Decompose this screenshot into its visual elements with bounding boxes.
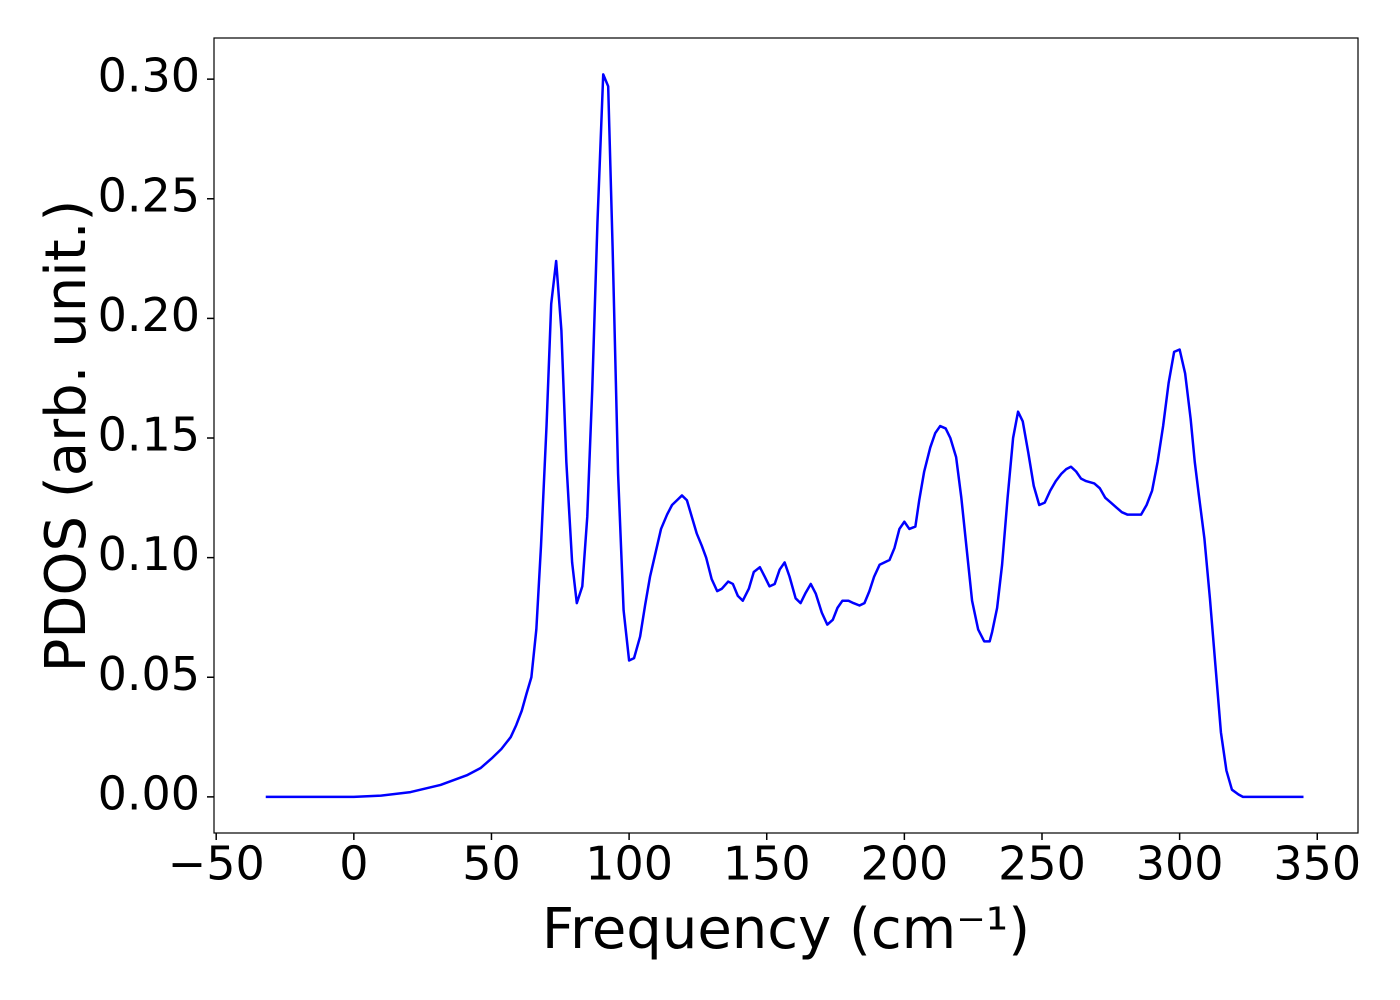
x-axis-label: Frequency (cm⁻¹): [542, 897, 1030, 962]
y-tick-label: 0.05: [98, 647, 200, 701]
x-tick-label: 150: [723, 837, 811, 891]
y-tick-label: 0.25: [98, 168, 200, 222]
x-tick-label: 100: [585, 837, 673, 891]
plot-frame: [213, 37, 1359, 834]
y-tick-label: 0.15: [98, 408, 200, 462]
y-tick-label: 0.20: [98, 288, 200, 342]
x-tick-label: 0: [339, 837, 368, 891]
y-tick-label: 0.00: [98, 766, 200, 820]
x-tick-label: 350: [1273, 837, 1361, 891]
y-tick-label: 0.10: [98, 527, 200, 581]
y-tick-label: 0.30: [98, 49, 200, 103]
data-line: [265, 73, 1304, 799]
x-tick-label: 250: [998, 837, 1086, 891]
x-tick-label: 50: [462, 837, 521, 891]
x-tick-label: 300: [1136, 837, 1224, 891]
x-tick-label: −50: [168, 837, 265, 891]
y-axis-label: PDOS (arb. unit.): [34, 200, 99, 673]
x-tick-label: 200: [860, 837, 948, 891]
